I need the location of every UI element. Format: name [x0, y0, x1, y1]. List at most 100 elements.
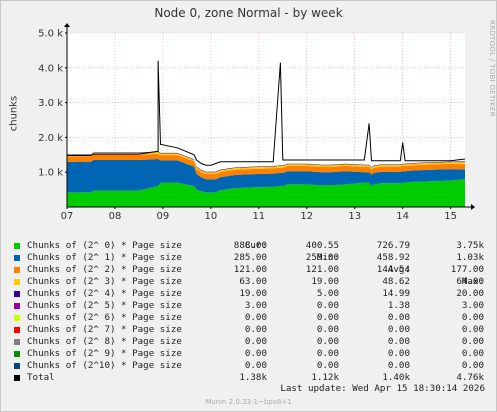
legend-rows: Chunks of (2^ 0) * Page size 888.00 400.55…: [12, 240, 492, 384]
legend-row: Chunks of (2^ 2) * Page size 121.00 121.00…: [12, 264, 492, 276]
legend-min: 0.00: [316, 300, 339, 311]
area-series-2: [67, 153, 465, 180]
legend-min: 0.00: [316, 324, 339, 335]
legend-swatch: [14, 279, 20, 285]
legend-avg: 0.00: [387, 360, 410, 371]
legend-label: Chunks of (2^10) * Page size: [27, 360, 182, 371]
y-tick-label-3: 4.0 k: [38, 63, 63, 74]
legend-row: Chunks of (2^10) * Page size 0.00 0.00 0.00…: [12, 360, 492, 372]
legend-max: 3.00: [461, 300, 484, 311]
legend-min: 0.00: [316, 360, 339, 371]
legend-max: 0.00: [461, 348, 484, 359]
legend-max: 64.00: [456, 276, 484, 287]
legend-avg: 726.79: [376, 240, 410, 251]
legend-swatch: [14, 363, 20, 369]
legend-header: Cur: Min: Avg: Max:: [12, 228, 492, 287]
x-tick-label-5: 12: [300, 211, 313, 222]
legend-cur: 0.00: [244, 336, 267, 347]
legend-avg: 0.00: [387, 324, 410, 335]
legend-row: Chunks of (2^ 5) * Page size 3.00 0.00 1.38…: [12, 300, 492, 312]
legend-swatch: [14, 267, 20, 273]
legend-cur: 285.00: [233, 252, 267, 263]
legend-label: Chunks of (2^ 8) * Page size: [27, 336, 182, 347]
legend-avg: 458.92: [376, 252, 410, 263]
legend-label: Chunks of (2^ 3) * Page size: [27, 276, 182, 287]
legend-swatch: [14, 243, 20, 249]
legend-label: Chunks of (2^ 2) * Page size: [27, 264, 182, 275]
legend-min: 0.00: [316, 336, 339, 347]
legend-avg: 0.00: [387, 336, 410, 347]
legend-label: Chunks of (2^ 5) * Page size: [27, 300, 182, 311]
legend-avg: 1.38: [387, 300, 410, 311]
legend-min: 1.12k: [311, 372, 339, 383]
legend-max: 3.75k: [456, 240, 484, 251]
x-tick-label-7: 14: [396, 211, 409, 222]
y-tick-label-2: 3.0 k: [38, 98, 63, 109]
legend-swatch: [14, 303, 20, 309]
legend-max: 0.00: [461, 336, 484, 347]
legend-avg: 48.62: [382, 276, 410, 287]
graph-title: Node 0, zone Normal - by week: [154, 6, 343, 20]
legend-label: Chunks of (2^ 4) * Page size: [27, 288, 182, 299]
x-tick-label-1: 08: [109, 211, 122, 222]
x-tick-labels: 07 08 09 10 11 12 13 14 15: [61, 207, 457, 222]
legend-swatch: [14, 327, 20, 333]
legend-min: 0.00: [316, 348, 339, 359]
total-line: [67, 60, 466, 166]
legend-avg: 1.40k: [382, 372, 410, 383]
legend-label: Chunks of (2^ 1) * Page size: [27, 252, 182, 263]
legend-max: 4.76k: [456, 372, 484, 383]
legend-swatch: [14, 315, 20, 321]
x-axis-arrow-icon: [471, 204, 475, 210]
area-series-0: [67, 179, 465, 207]
legend-swatch: [14, 255, 20, 261]
legend-row: Chunks of (2^ 6) * Page size 0.00 0.00 0.00…: [12, 312, 492, 324]
legend-label: Chunks of (2^ 7) * Page size: [27, 324, 182, 335]
legend-row: Chunks of (2^ 7) * Page size 0.00 0.00 0.00…: [12, 324, 492, 336]
munin-version: Munin 2.0.33-1~bpo8+1: [205, 398, 292, 406]
legend-min: 121.00: [305, 264, 339, 275]
legend-row: Chunks of (2^ 9) * Page size 0.00 0.00 0.00…: [12, 348, 492, 360]
y-tick-labels: 1.0 k 2.0 k 3.0 k 4.0 k 5.0 k: [38, 29, 67, 179]
legend-row: Chunks of (2^ 3) * Page size 63.00 19.00 48…: [12, 276, 492, 288]
legend-cur: 0.00: [244, 360, 267, 371]
chart-area: 1.0 k 2.0 k 3.0 k 4.0 k 5.0 k 07 08 09 10 11 12 13…: [38, 23, 475, 222]
axes: [64, 23, 475, 210]
legend-label: Chunks of (2^ 0) * Page size: [27, 240, 182, 251]
last-update: Last update: Wed Apr 15 18:30:14 2026: [280, 383, 485, 394]
y-tick-label-1: 2.0 k: [38, 133, 63, 144]
legend-avg: 0.00: [387, 348, 410, 359]
x-tick-label-8: 15: [444, 211, 457, 222]
legend-max: 20.00: [456, 288, 484, 299]
legend-min: 400.55: [305, 240, 339, 251]
legend-cur: 888.00: [233, 240, 267, 251]
legend-row: Chunks of (2^ 1) * Page size 285.00 259.00…: [12, 252, 492, 264]
legend-max: 0.00: [461, 324, 484, 335]
legend-header-min: Min:: [316, 252, 339, 263]
x-tick-label-6: 13: [348, 211, 361, 222]
area-series-1: [67, 159, 465, 193]
legend-avg: 0.00: [387, 312, 410, 323]
y-tick-label-4: 5.0 k: [38, 29, 63, 40]
legend-header-max: Max:: [461, 276, 484, 287]
x-tick-label-0: 07: [61, 211, 74, 222]
legend-avg: 14.99: [382, 288, 410, 299]
x-tick-label-2: 09: [157, 211, 170, 222]
legend-min: 0.00: [316, 312, 339, 323]
y-axis-arrow-icon: [64, 23, 70, 27]
legend-swatch: [14, 291, 20, 297]
legend-cur: 19.00: [239, 288, 267, 299]
legend-cur: 0.00: [244, 348, 267, 359]
legend-row: Total 1.38k 1.12k 1.40k 4.76k: [12, 372, 492, 384]
legend-row: Chunks of (2^ 0) * Page size 888.00 400.55…: [12, 240, 492, 252]
legend-max: 0.00: [461, 312, 484, 323]
legend-label: Chunks of (2^ 6) * Page size: [27, 312, 182, 323]
legend-cur: 0.00: [244, 312, 267, 323]
legend-cur: 63.00: [239, 276, 267, 287]
legend-cur: 0.00: [244, 324, 267, 335]
total-line-group: [67, 60, 466, 166]
legend-min: 5.00: [316, 288, 339, 299]
legend-swatch: [14, 351, 20, 357]
legend-label: Total: [27, 372, 55, 383]
legend: Cur: Min: Avg: Max: Chunks of (2^ 0) * P…: [12, 228, 492, 384]
